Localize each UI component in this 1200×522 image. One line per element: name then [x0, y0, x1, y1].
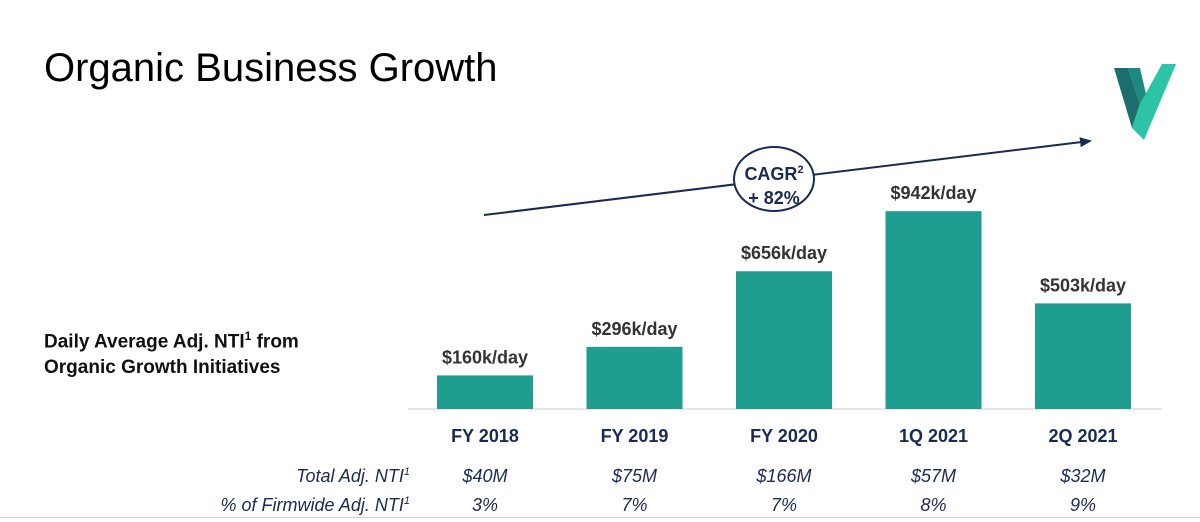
bar-1 [587, 347, 683, 409]
table-cell-r0-c1: $75M [575, 466, 695, 487]
bar-3 [886, 211, 982, 409]
cagr-badge: CAGR2 + 82% [733, 146, 815, 212]
row-label-firmwide-pct: % of Firmwide Adj. NTI1 [221, 495, 411, 516]
table-cell-r1-c2: 7% [724, 495, 844, 516]
row-label-total-adj-nti: Total Adj. NTI1 [296, 466, 410, 487]
data-label-1: $296k/day [591, 319, 677, 339]
bar-4 [1035, 303, 1131, 409]
x-tick-label-3: 1Q 2021 [899, 426, 968, 446]
data-label-2: $656k/day [741, 243, 827, 263]
x-tick-label-2: FY 2020 [750, 426, 818, 446]
x-tick-label-1: FY 2019 [601, 426, 669, 446]
x-tick-label-0: FY 2018 [451, 426, 519, 446]
table-cell-r1-c0: 3% [425, 495, 545, 516]
data-label-4: $503k/day [1040, 275, 1126, 295]
data-label-0: $160k/day [442, 347, 528, 367]
bar-0 [437, 375, 533, 409]
table-cell-r1-c3: 8% [874, 495, 994, 516]
bar-2 [736, 271, 832, 409]
table-cell-r0-c3: $57M [874, 466, 994, 487]
table-cell-r0-c0: $40M [425, 466, 545, 487]
table-cell-r1-c1: 7% [575, 495, 695, 516]
table-cell-r0-c2: $166M [724, 466, 844, 487]
data-label-3: $942k/day [890, 183, 976, 203]
x-tick-label-4: 2Q 2021 [1048, 426, 1117, 446]
bottom-divider [0, 517, 1200, 518]
table-cell-r1-c4: 9% [1023, 495, 1143, 516]
table-cell-r0-c4: $32M [1023, 466, 1143, 487]
